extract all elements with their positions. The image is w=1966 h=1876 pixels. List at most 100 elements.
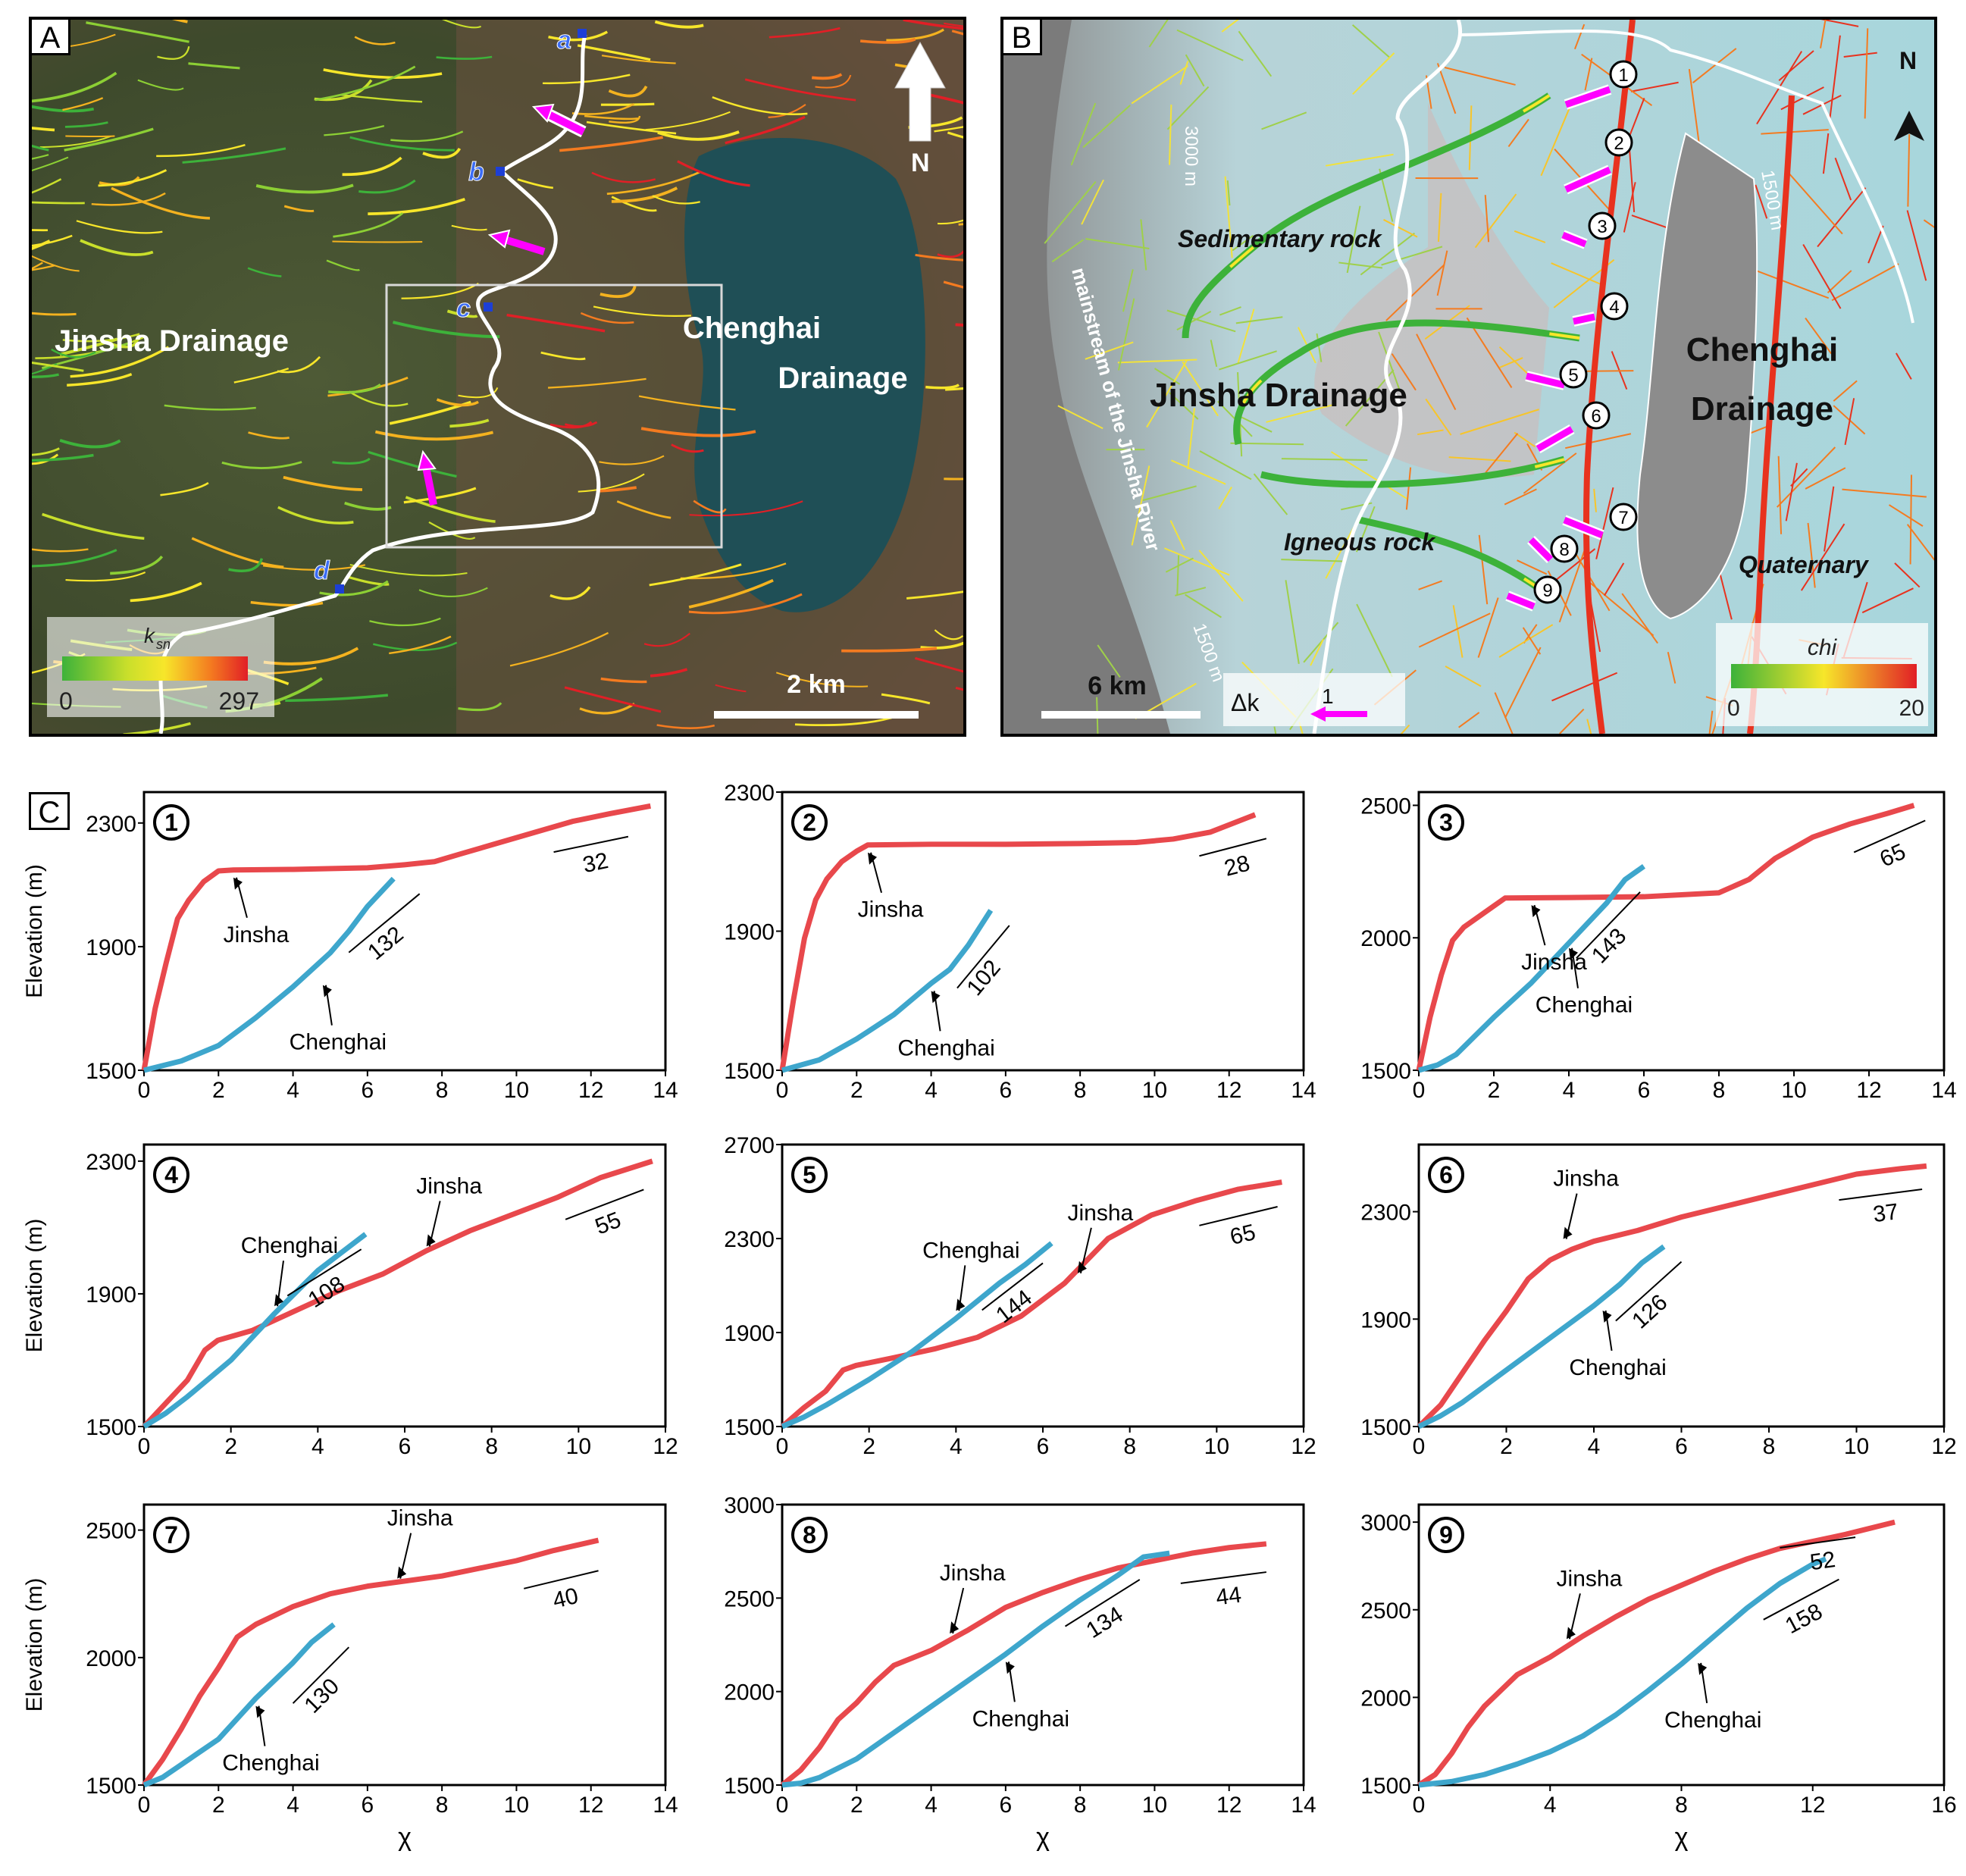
y-tick-label: 2500 — [86, 1519, 136, 1544]
chi-stream-segment — [1051, 239, 1084, 263]
point-c-label: c — [456, 294, 471, 323]
ksn-stream-segment — [80, 239, 154, 256]
x-tick-label: 6 — [1000, 1793, 1013, 1818]
slope-line — [1780, 1536, 1856, 1549]
annotation-arrowhead — [426, 1234, 436, 1247]
slope-label: 65 — [1876, 839, 1909, 872]
ksn-stream-segment — [565, 421, 598, 428]
chi-stream-segment — [1805, 317, 1833, 355]
plot-frame — [1417, 791, 1946, 1072]
chi-stream-segment — [1261, 111, 1307, 130]
chi-stream-segment — [1383, 218, 1418, 238]
chi-stream-segment — [1507, 118, 1529, 148]
ksn-stream-segment — [32, 312, 77, 316]
chi-stream-segment — [1381, 246, 1443, 266]
ksn-stream-segment — [654, 20, 704, 29]
chi-stream-segment — [1817, 187, 1867, 248]
slope-line — [1199, 838, 1267, 857]
y-tick-label: 2300 — [86, 1150, 136, 1175]
flow-arrow-b — [487, 229, 546, 255]
ksn-stream-segment — [715, 684, 747, 693]
ksn-stream-segment — [549, 586, 591, 600]
chi-stream-segment — [1122, 269, 1134, 312]
series-line-jinsha — [780, 1541, 1267, 1787]
ksn-stream-segment — [937, 249, 963, 258]
chi-stream-segment — [1082, 105, 1131, 149]
ksn-stream-segment — [645, 111, 731, 131]
ksn-stream-segment — [32, 144, 49, 152]
ksn-stream-segment — [62, 333, 140, 343]
ksn-stream-segment — [649, 563, 742, 587]
chi-stream-segment — [1146, 359, 1188, 428]
y-axis-label: Elevation (m) — [22, 1219, 47, 1353]
x-tick-label: 0 — [1413, 1793, 1426, 1818]
chi-stream-segment — [1266, 404, 1333, 423]
x-tick-label: 8 — [1074, 1078, 1087, 1103]
ksn-stream-segment — [944, 478, 963, 481]
ksn-stream-segment — [171, 20, 188, 23]
chi-stream-segment — [1238, 30, 1273, 77]
ksn-stream-segment — [951, 30, 963, 36]
x-tick-label: 10 — [1844, 1434, 1869, 1459]
x-tick-label: 12 — [578, 1078, 603, 1103]
chart-7: 0 2 4 6 8 10 12 14 1500 2000 2500 Elevation (m) χ 40 1… — [22, 1503, 678, 1852]
slope-label: 144 — [991, 1286, 1037, 1329]
x-tick-label: 8 — [1713, 1078, 1726, 1103]
chi-stream-network — [1044, 20, 1934, 734]
chi-stream-segment — [1425, 398, 1452, 436]
ksn-stream-segment — [769, 27, 841, 39]
slope-line — [286, 1248, 362, 1297]
y-tick-label: 1500 — [1360, 1415, 1411, 1440]
series-line-chenghai — [1417, 1244, 1666, 1430]
x-tick-label: 2 — [850, 1078, 863, 1103]
x-tick-label: 4 — [286, 1793, 299, 1818]
y-tick-label: 2500 — [1360, 794, 1411, 819]
x-tick-label: 10 — [504, 1793, 529, 1818]
chart-number-badge — [1428, 804, 1464, 841]
x-tick-label: 2 — [212, 1793, 225, 1818]
ksn-stream-segment — [693, 500, 727, 514]
ksn-stream-segment — [332, 457, 371, 465]
ratio-arrow-head — [1310, 706, 1326, 722]
x-tick-label: 2 — [212, 1078, 225, 1103]
ksn-stream-segment — [91, 192, 166, 206]
chi-stream-segment — [1097, 644, 1121, 678]
slope-line — [348, 893, 421, 954]
chi-stream-segment — [1057, 405, 1104, 430]
chi-stream-segment — [1861, 587, 1914, 614]
ksn-min: 0 — [59, 687, 73, 715]
chi-stream-segment — [1593, 488, 1597, 512]
site-marker-6 — [1582, 401, 1611, 430]
annotation-arrow — [1700, 1662, 1708, 1704]
site-number-3: 3 — [1597, 217, 1607, 237]
x-tick-label: 4 — [1588, 1434, 1601, 1459]
ksn-stream-segment — [111, 186, 210, 220]
chi-stream-segment — [1477, 597, 1499, 658]
annotation-arrow — [258, 1705, 266, 1746]
x-tick-label: 14 — [653, 1078, 678, 1103]
slope-label: 32 — [581, 848, 610, 878]
scalebar-b-label: 6 km — [1088, 672, 1147, 700]
chi-stream-segment — [1378, 331, 1401, 390]
site-marker-9 — [1533, 575, 1562, 604]
chi-stream-segment — [1761, 129, 1829, 135]
chi-stream-segment — [1085, 238, 1150, 249]
site-arrow-5 — [1525, 372, 1566, 389]
chi-stream-segment — [1179, 61, 1189, 85]
annotation-arrow — [428, 1201, 441, 1247]
chi-stream-segment — [1448, 456, 1511, 462]
ksn-stream-segment — [319, 580, 389, 597]
ksn-stream-segment — [98, 169, 167, 187]
chart-9: 0 4 8 12 16 1500 2000 2500 3000 χ 52 158 Jinsha Cheng… — [1360, 1503, 1957, 1852]
chi-colorbar — [1731, 664, 1917, 688]
ksn-stream-segment — [600, 677, 647, 684]
site-arrow-2 — [1564, 166, 1611, 193]
chi-stream-segment — [1070, 102, 1097, 166]
chi-stream-segment — [1807, 522, 1816, 588]
series-line-jinsha — [142, 1158, 653, 1429]
ksn-stream-segment — [99, 176, 140, 186]
ksn-stream-segment — [65, 572, 146, 582]
site-number-7: 7 — [1618, 508, 1628, 528]
annotation-arrowhead — [397, 1566, 407, 1579]
slope-line — [292, 1646, 349, 1704]
